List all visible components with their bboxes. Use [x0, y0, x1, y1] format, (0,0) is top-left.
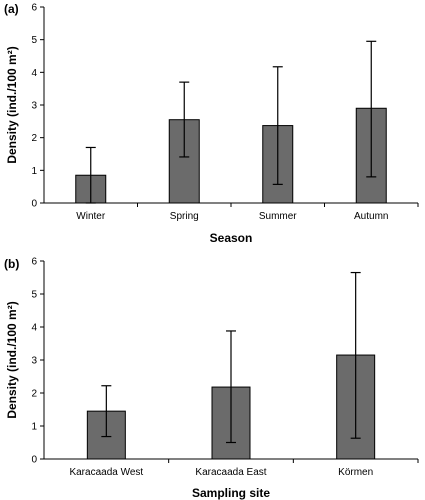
- x-axis-title: Sampling site: [192, 486, 270, 500]
- y-axis-title: Density (ind./100 m²): [5, 301, 19, 418]
- y-axis-title: Density (ind./100 m²): [5, 46, 19, 163]
- y-tick-label: 1: [31, 166, 37, 177]
- y-tick-label: 2: [31, 133, 37, 144]
- x-category-label: Spring: [170, 211, 199, 222]
- y-tick-label: 5: [31, 290, 37, 301]
- x-axis-title: Season: [210, 231, 253, 245]
- y-tick-label: 0: [31, 455, 37, 466]
- x-category-label: Karacaada West: [69, 467, 143, 478]
- y-tick-label: 3: [31, 356, 37, 367]
- y-tick-label: 6: [31, 257, 37, 268]
- x-category-label: Summer: [259, 211, 297, 222]
- y-tick-label: 6: [31, 3, 37, 14]
- y-tick-label: 3: [31, 101, 37, 112]
- y-tick-label: 0: [31, 199, 37, 210]
- y-tick-label: 1: [31, 422, 37, 433]
- panel-label: (a): [4, 2, 19, 16]
- panel-a-season-chart: (a) 0 1 2 3 4 5 6 Winter Spring Summer Autumn Season…: [4, 2, 419, 245]
- x-category-label: Karacaada East: [195, 467, 266, 478]
- x-category-label: Körmen: [338, 467, 373, 478]
- x-category-label: Autumn: [354, 211, 388, 222]
- y-tick-label: 4: [31, 323, 37, 334]
- y-tick-label: 4: [31, 68, 37, 79]
- panel-b-sampling-site-chart: (b) 0 1 2 3 4 5 6 Karacaada West Karacaada East Kö…: [4, 257, 419, 500]
- y-tick-label: 2: [31, 389, 37, 400]
- panel-label: (b): [4, 257, 19, 271]
- y-tick-label: 5: [31, 35, 37, 46]
- x-category-label: Winter: [76, 211, 106, 222]
